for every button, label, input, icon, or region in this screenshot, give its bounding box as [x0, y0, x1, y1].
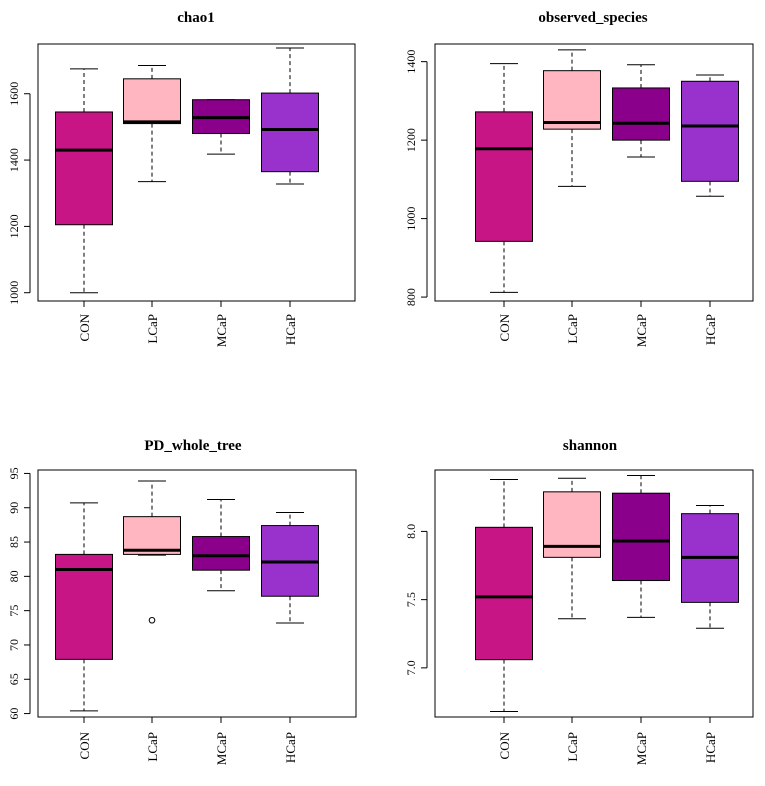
y-tick-label: 85: [7, 536, 21, 548]
category-label: HCaP: [283, 732, 298, 763]
panel-title: shannon: [563, 438, 618, 454]
plot-frame: [434, 43, 754, 302]
y-tick-label: 1000: [7, 281, 21, 305]
box-mcap: [192, 536, 250, 571]
y-tick-label: 1200: [7, 214, 21, 238]
category-label: MCaP: [214, 732, 229, 765]
panel-title: observed_species: [538, 10, 647, 26]
plot-frame: [37, 469, 357, 718]
category-label: MCaP: [634, 314, 649, 347]
y-tick-label: 95: [7, 467, 21, 479]
box-hcap: [261, 92, 319, 173]
y-tick-label: 7.0: [404, 660, 418, 675]
category-label: CON: [77, 731, 92, 759]
plot-frame: [37, 43, 356, 302]
panel-title: PD_whole_tree: [144, 438, 242, 454]
box-mcap: [612, 492, 670, 582]
y-tick-label: 1400: [404, 50, 418, 74]
panel-chao1: chao1 1000 1200 1400 1600 CON LCaP MCaP HCaP: [7, 10, 356, 347]
category-label: HCaP: [703, 732, 718, 763]
y-tick-label: 1400: [7, 148, 21, 172]
category-label: CON: [497, 313, 512, 341]
box-con: [55, 553, 113, 660]
panel-title: chao1: [177, 10, 215, 26]
box-lcap: [123, 78, 181, 125]
chao1-marks: 1000 1200 1400 1600 CON LCaP MCaP HCaP: [7, 47, 319, 347]
y-tick-label: 65: [7, 673, 21, 685]
y-tick-label: 7.5: [404, 592, 418, 607]
y-tick-label: 90: [7, 502, 21, 514]
y-tick-label: 80: [7, 570, 21, 582]
box-lcap: [543, 70, 601, 130]
category-label: MCaP: [214, 314, 229, 347]
category-label: LCaP: [145, 732, 160, 762]
box-con: [55, 111, 113, 226]
y-tick-label: 1600: [7, 82, 21, 106]
category-label: HCaP: [283, 314, 298, 345]
y-tick-label: 60: [7, 708, 21, 720]
y-tick-label: 8.0: [404, 524, 418, 539]
plot-frame: [434, 469, 754, 718]
panel-pd-whole-tree: PD_whole_tree 60 65 70 75 80 85 90 95 CON LCaP MCa…: [7, 438, 357, 765]
category-label: CON: [497, 731, 512, 759]
y-tick-label: 1000: [404, 207, 418, 231]
category-label: CON: [77, 313, 92, 341]
observed-species-marks: 800 1000 1200 1400 CON LCaP MCaP HCaP: [404, 49, 739, 347]
panel-observed-species: observed_species 800 1000 1200 1400 CON LCaP M…: [404, 10, 754, 347]
category-label: LCaP: [565, 732, 580, 762]
category-label: MCaP: [634, 732, 649, 765]
category-label: LCaP: [565, 314, 580, 344]
y-tick-label: 70: [7, 639, 21, 651]
pd-whole-tree-marks: 60 65 70 75 80 85 90 95 CON LCaP MCaP HCaP: [7, 467, 319, 765]
y-tick-label: 1200: [404, 128, 418, 152]
category-label: HCaP: [703, 314, 718, 345]
panel-shannon: shannon 7.0 7.5 8.0 CON LCaP MCaP HCaP: [404, 438, 754, 765]
box-hcap: [681, 80, 739, 182]
y-tick-label: 800: [404, 288, 418, 306]
category-label: LCaP: [145, 314, 160, 344]
y-tick-label: 75: [7, 605, 21, 617]
outlier-point: [148, 616, 156, 624]
box-con: [475, 526, 533, 661]
shannon-marks: 7.0 7.5 8.0 CON LCaP MCaP HCaP: [404, 474, 739, 765]
box-con: [475, 111, 533, 242]
box-lcap: [123, 516, 181, 555]
box-mcap: [612, 87, 670, 141]
